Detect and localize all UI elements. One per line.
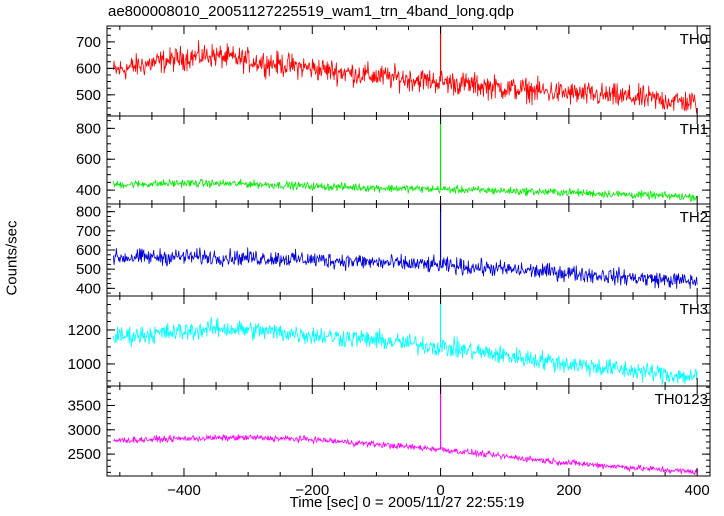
series-line-th0: [113, 40, 698, 114]
series-line-th3: [113, 317, 698, 385]
y-tick-label: 600: [76, 151, 101, 168]
y-tick-label: 700: [76, 223, 101, 240]
panel-frame-th0123: [106, 385, 711, 477]
y-tick-label: 700: [76, 34, 101, 51]
y-tick-label: 600: [76, 242, 101, 259]
panel-label-th0: TH0: [680, 31, 708, 48]
y-tick-label: 3000: [68, 422, 101, 439]
y-tick-label: 800: [76, 120, 101, 137]
panel-label-th2: TH2: [680, 209, 708, 226]
y-tick-label: 1000: [68, 356, 101, 373]
y-tick-label: 800: [76, 204, 101, 221]
panel-label-th1: TH1: [680, 121, 708, 138]
x-tick-label: 400: [685, 482, 710, 499]
panel-label-th3: TH3: [680, 301, 708, 318]
y-tick-label: 600: [76, 60, 101, 77]
y-tick-label: 1200: [68, 322, 101, 339]
series-line-th2: [113, 247, 698, 289]
x-tick-label: 200: [556, 482, 581, 499]
x-tick-label: 0: [436, 482, 444, 499]
y-tick-label: 500: [76, 261, 101, 278]
y-tick-label: 500: [76, 87, 101, 104]
panel-frame-th0: [106, 25, 711, 117]
x-tick-label: −400: [167, 482, 201, 499]
y-tick-label: 2500: [68, 446, 101, 463]
x-axis-label: Time [sec] 0 = 2005/11/27 22:55:19: [289, 494, 525, 511]
x-tick-label: −200: [295, 482, 329, 499]
y-tick-label: 3500: [68, 397, 101, 414]
series-line-th1: [113, 178, 698, 202]
series-line-th0123: [113, 433, 698, 476]
y-tick-label: 400: [76, 280, 101, 297]
panel-frame-th2: [106, 203, 711, 297]
panel-label-th0123: TH0123: [655, 391, 708, 408]
chart-title: ae800008010_20051127225519_wam1_trn_4ban…: [108, 3, 514, 20]
y-tick-label: 400: [76, 182, 101, 199]
